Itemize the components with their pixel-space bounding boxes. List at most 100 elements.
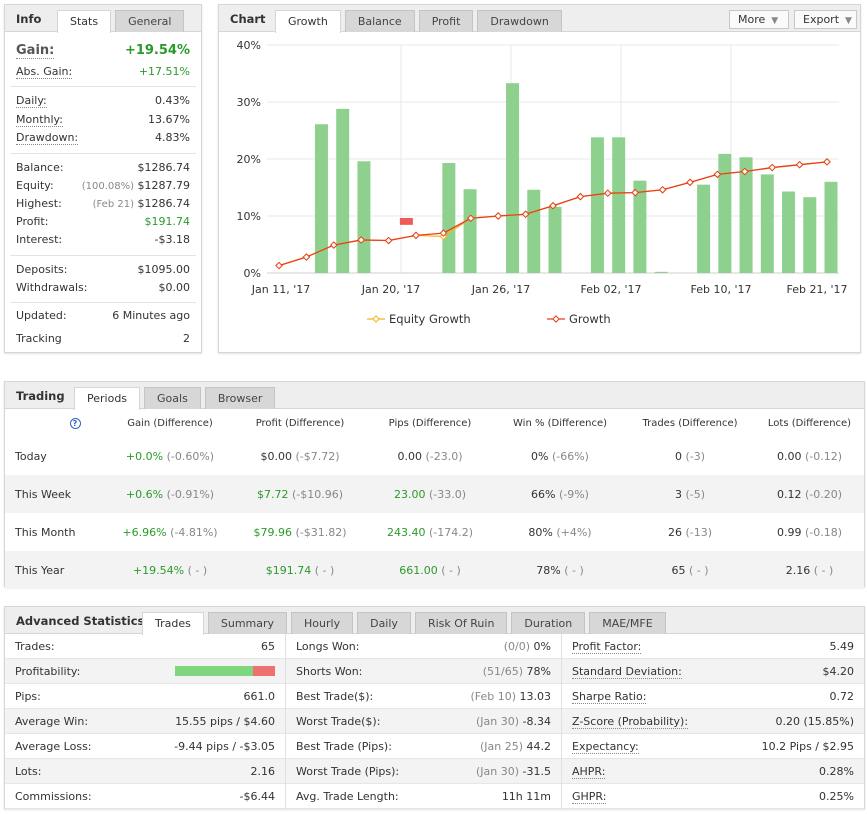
monthly-label: Monthly: xyxy=(16,113,63,127)
equity-row: Equity: (100.08%) $1287.79 xyxy=(16,179,190,195)
profit-cell-difference: (-$31.82) xyxy=(295,525,347,539)
stat-label: Worst Trade($): xyxy=(296,715,381,728)
deposits-row: Deposits: $1095.00 xyxy=(16,263,190,279)
abs-gain-value: +17.51% xyxy=(138,65,190,78)
gain-row: Gain: +19.54% xyxy=(16,43,190,63)
tab-balance[interactable]: Balance xyxy=(344,10,415,32)
stat-row: Average Loss: -9.44 pips / -$3.05 xyxy=(5,734,285,759)
bar xyxy=(590,137,604,273)
stat-value: -9.44 pips / -$3.05 xyxy=(174,740,275,753)
stat-detail: (0/0) xyxy=(503,640,531,653)
stat-number: -$6.44 xyxy=(239,790,275,803)
period-label: This Year xyxy=(5,551,105,589)
divider xyxy=(10,302,196,303)
pips-cell: 661.00 ( - ) xyxy=(365,551,495,589)
tab-stats[interactable]: Stats xyxy=(57,10,112,33)
stat-value: 2.16 xyxy=(251,765,276,778)
tab-browser[interactable]: Browser xyxy=(204,387,276,409)
divider xyxy=(10,86,196,87)
col-win: Win % (Difference) xyxy=(513,418,607,429)
trades-stats-column: Trades: 65 Profitability: Pips: 661.0 Average… xyxy=(5,634,286,809)
more-dropdown[interactable]: More ▼ xyxy=(729,10,789,29)
gain-cell-value: +6.96% xyxy=(122,525,167,539)
stat-label[interactable]: Profit Factor: xyxy=(572,640,642,654)
daily-label: Daily: xyxy=(16,94,47,108)
tab-daily[interactable]: Daily xyxy=(357,612,411,634)
help-icon[interactable]: ? xyxy=(69,418,81,429)
tab-growth[interactable]: Growth xyxy=(275,10,341,33)
lots-cell: 0.99 (-0.18) xyxy=(755,513,864,551)
stat-number: 13.03 xyxy=(519,690,552,703)
tab-periods[interactable]: Periods xyxy=(74,387,141,410)
withdrawals-value: $0.00 xyxy=(158,281,191,294)
lots-cell-value: 0.99 xyxy=(776,525,802,539)
export-dropdown[interactable]: Export ▼ xyxy=(794,10,857,29)
profit-value: $191.74 xyxy=(144,215,191,228)
stat-number: -8.34 xyxy=(522,715,551,728)
stat-row: Pips: 661.0 xyxy=(5,684,285,709)
profitability-bar xyxy=(175,666,275,676)
stat-detail: (Feb 10) xyxy=(470,690,516,703)
y-tick-label: 0% xyxy=(244,267,261,280)
stat-label[interactable]: Sharpe Ratio: xyxy=(572,690,647,704)
growth-point xyxy=(439,229,448,237)
stat-number: 0.25% xyxy=(819,790,854,803)
gain-cell: +19.54% ( - ) xyxy=(105,551,235,589)
stat-number: 0% xyxy=(533,640,551,653)
trades-cell-difference: (-5) xyxy=(685,487,706,501)
period-label-value: This Year xyxy=(15,563,65,577)
tab-risk-of-ruin[interactable]: Risk Of Ruin xyxy=(414,612,508,634)
withdrawals-label: Withdrawals: xyxy=(16,281,88,294)
stat-number: 15.55 pips / $4.60 xyxy=(175,715,275,728)
stat-label: Best Trade (Pips): xyxy=(296,740,392,753)
tab-goals[interactable]: Goals xyxy=(144,387,201,409)
chevron-down-icon: ▼ xyxy=(771,16,779,26)
divider xyxy=(10,255,196,256)
interest-value: -$3.18 xyxy=(154,233,190,246)
chart-panel: Chart Growth Balance Profit Drawdown Mor… xyxy=(218,4,861,353)
win-cell: 0% (-66%) xyxy=(495,437,625,475)
stat-label[interactable]: Standard Deviation: xyxy=(572,665,682,679)
tab-mae-mfe[interactable]: MAE/MFE xyxy=(589,612,666,634)
stat-value: 5.49 xyxy=(830,640,855,653)
trades-cell: 3 (-5) xyxy=(625,475,755,513)
profit-cell-difference: (-$10.96) xyxy=(291,487,344,501)
profit-cell: $7.72 (-$10.96) xyxy=(235,475,365,513)
stat-label: Worst Trade (Pips): xyxy=(296,765,400,778)
stat-label[interactable]: Expectancy: xyxy=(572,740,639,754)
advanced-statistics-panel: Advanced Statistics Trades Summary Hourl… xyxy=(4,606,865,809)
stat-value: 0.25% xyxy=(819,790,854,803)
period-row: This Month +6.96% (-4.81%) $79.96 (-$31.82… xyxy=(5,513,864,551)
tab-profit[interactable]: Profit xyxy=(418,10,474,32)
growth-point xyxy=(329,241,338,249)
legend-label: Growth xyxy=(569,312,611,326)
stat-label[interactable]: AHPR: xyxy=(572,765,606,779)
stat-label[interactable]: Z-Score (Probability): xyxy=(572,715,689,729)
growth-point xyxy=(302,253,311,261)
tab-general[interactable]: General xyxy=(115,10,185,32)
profit-label: Profit: xyxy=(16,215,49,228)
ratios-stats-column: Profit Factor: 5.49 Standard Deviation: $4.… xyxy=(562,634,864,809)
info-title: Info xyxy=(16,12,42,26)
bar xyxy=(506,83,520,273)
tab-drawdown[interactable]: Drawdown xyxy=(477,10,562,32)
stat-value: 15.55 pips / $4.60 xyxy=(175,715,275,728)
tab-duration[interactable]: Duration xyxy=(511,612,586,634)
updated-value: 6 Minutes ago xyxy=(112,309,190,322)
stat-detail: (Jan 30) xyxy=(475,715,520,728)
period-row: This Week +0.6% (-0.91%) $7.72 (-$10.96) 23… xyxy=(5,475,864,513)
pips-cell-difference: (-174.2) xyxy=(428,525,474,539)
bar xyxy=(739,157,753,273)
tab-trades[interactable]: Trades xyxy=(142,612,204,635)
tab-summary[interactable]: Summary xyxy=(207,612,288,634)
bar xyxy=(654,271,668,273)
win-cell-value: 66% xyxy=(531,487,556,501)
stat-row: Commissions: -$6.44 xyxy=(5,784,285,809)
drawdown-row: Drawdown: 4.83% xyxy=(16,131,190,147)
advanced-header: Advanced Statistics Trades Summary Hourl… xyxy=(5,607,864,635)
bar xyxy=(548,206,562,273)
stat-label[interactable]: GHPR: xyxy=(572,790,607,804)
tab-hourly[interactable]: Hourly xyxy=(291,612,354,634)
trades-cell-difference: ( - ) xyxy=(688,563,709,577)
gain-cell: +6.96% (-4.81%) xyxy=(105,513,235,551)
